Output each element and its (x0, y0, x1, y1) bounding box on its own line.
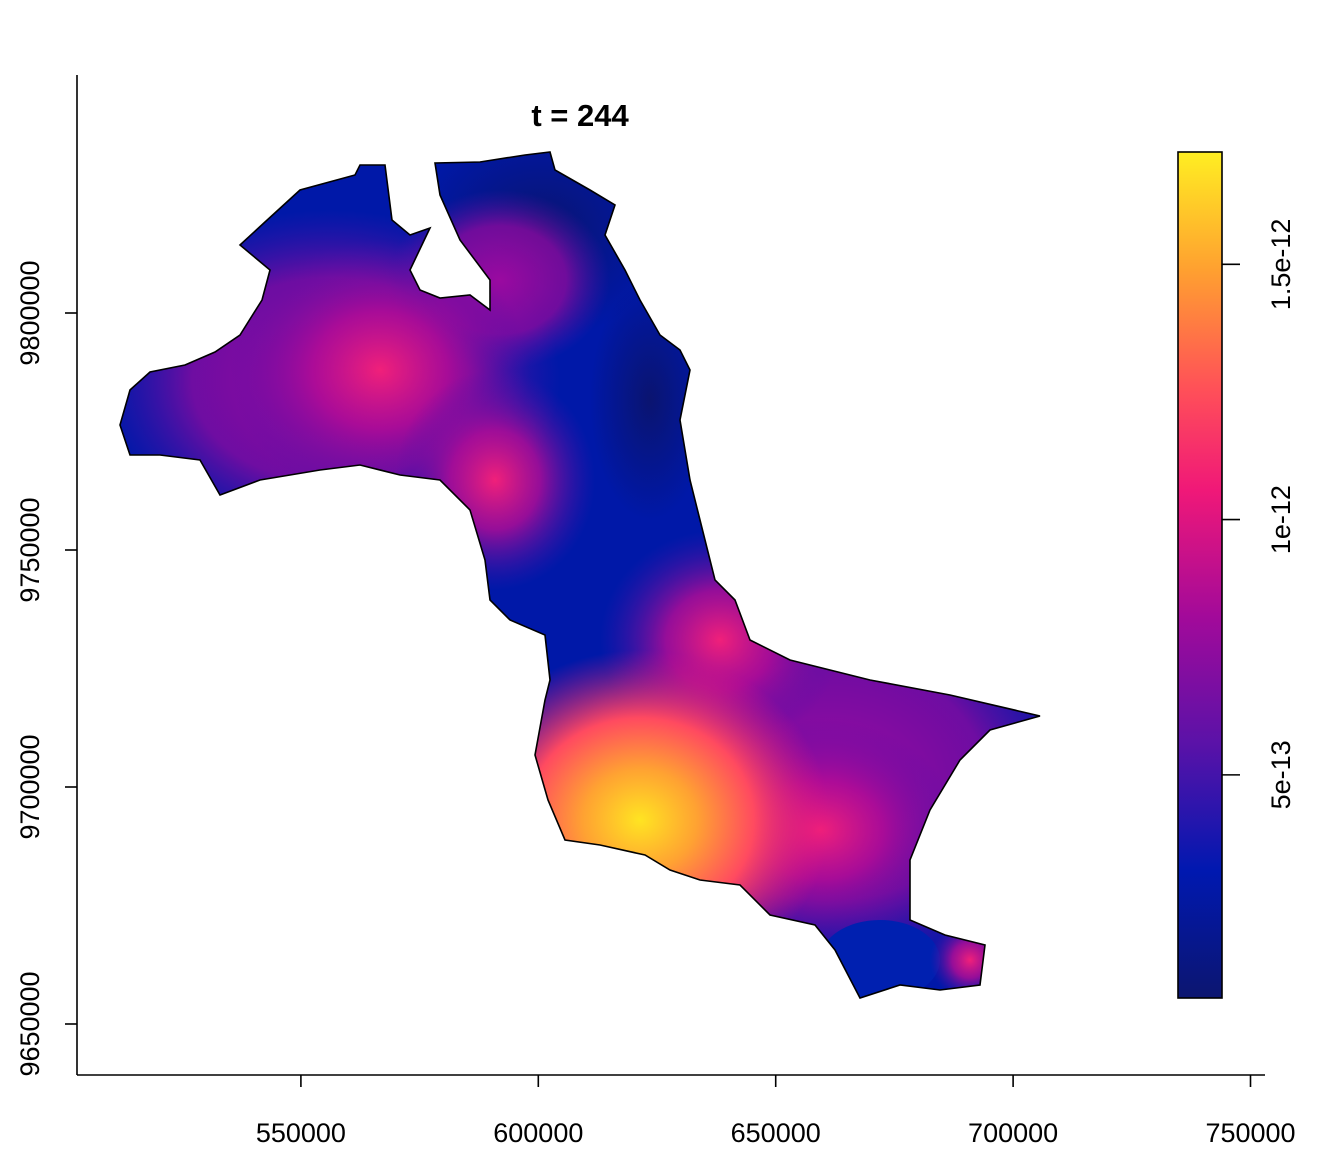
y-tick-label: 9750000 (15, 497, 45, 602)
x-tick-label: 650000 (731, 1118, 821, 1148)
raster (120, 152, 1040, 998)
colorbar-tick-label: 5e-13 (1266, 740, 1296, 809)
y-tick-label: 9800000 (15, 260, 45, 365)
x-tick-label: 550000 (256, 1118, 346, 1148)
y-tick-label: 9650000 (15, 971, 45, 1076)
x-tick-label: 750000 (1205, 1118, 1295, 1148)
x-tick-label: 600000 (493, 1118, 583, 1148)
colorbar-tick-label: 1e-12 (1266, 485, 1296, 554)
colorbar (1177, 151, 1223, 999)
x-tick-label: 700000 (968, 1118, 1058, 1148)
colorbar-tick-label: 1.5e-12 (1266, 219, 1296, 311)
chart-title: t = 244 (531, 98, 629, 133)
y-tick-label: 9700000 (15, 734, 45, 839)
